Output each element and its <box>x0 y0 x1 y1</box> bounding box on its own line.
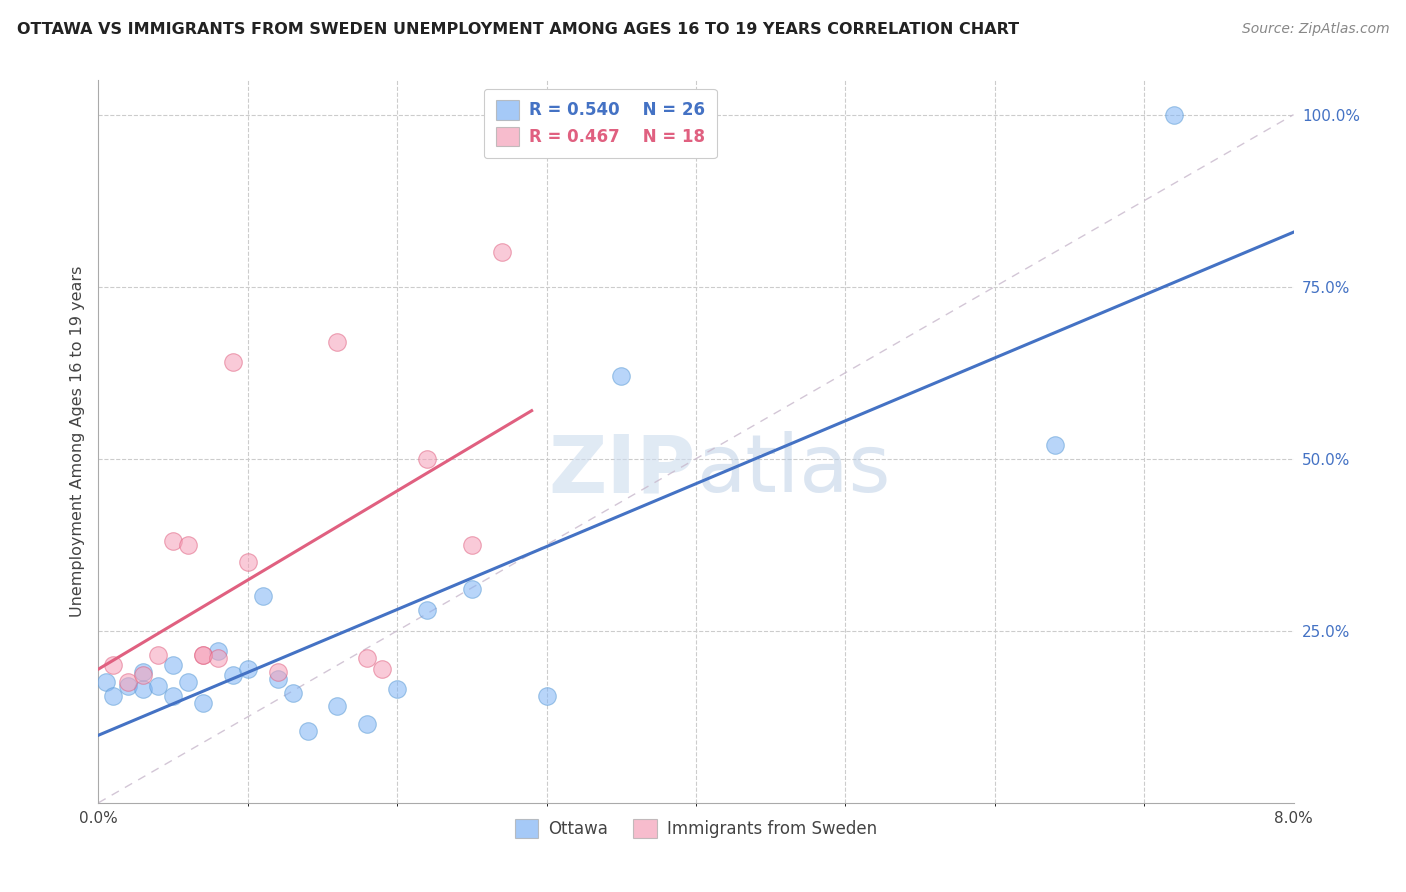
Point <box>236 662 259 676</box>
Point <box>356 651 378 665</box>
Point <box>252 590 274 604</box>
Point <box>103 658 125 673</box>
Point <box>1163 108 1185 122</box>
Point <box>326 699 349 714</box>
Y-axis label: Unemployment Among Ages 16 to 19 years: Unemployment Among Ages 16 to 19 years <box>69 266 84 617</box>
Point <box>162 658 184 673</box>
Point <box>491 245 513 260</box>
Point <box>207 644 229 658</box>
Point <box>132 668 155 682</box>
Point <box>132 665 155 679</box>
Point <box>191 696 214 710</box>
Point <box>1043 438 1066 452</box>
Point <box>371 662 394 676</box>
Point <box>132 682 155 697</box>
Point <box>536 689 558 703</box>
Point <box>177 675 200 690</box>
Point <box>461 582 484 597</box>
Point <box>267 672 290 686</box>
Point <box>177 538 200 552</box>
Legend: Ottawa, Immigrants from Sweden: Ottawa, Immigrants from Sweden <box>509 813 883 845</box>
Point <box>103 689 125 703</box>
Point <box>207 651 229 665</box>
Point <box>281 686 304 700</box>
Point <box>416 451 439 466</box>
Point <box>222 668 245 682</box>
Text: OTTAWA VS IMMIGRANTS FROM SWEDEN UNEMPLOYMENT AMONG AGES 16 TO 19 YEARS CORRELAT: OTTAWA VS IMMIGRANTS FROM SWEDEN UNEMPLO… <box>17 22 1019 37</box>
Point <box>162 689 184 703</box>
Point <box>385 682 409 697</box>
Point <box>416 603 439 617</box>
Point <box>297 723 319 738</box>
Point <box>461 538 484 552</box>
Point <box>191 648 214 662</box>
Point <box>236 555 259 569</box>
Point <box>267 665 290 679</box>
Point <box>148 648 170 662</box>
Point <box>326 334 349 349</box>
Point <box>191 648 214 662</box>
Text: atlas: atlas <box>696 432 890 509</box>
Point <box>148 679 170 693</box>
Text: Source: ZipAtlas.com: Source: ZipAtlas.com <box>1241 22 1389 37</box>
Point <box>117 675 139 690</box>
Point <box>356 716 378 731</box>
Text: ZIP: ZIP <box>548 432 696 509</box>
Point <box>94 675 117 690</box>
Point <box>610 369 633 384</box>
Point <box>117 679 139 693</box>
Point <box>222 355 245 369</box>
Point <box>162 534 184 549</box>
